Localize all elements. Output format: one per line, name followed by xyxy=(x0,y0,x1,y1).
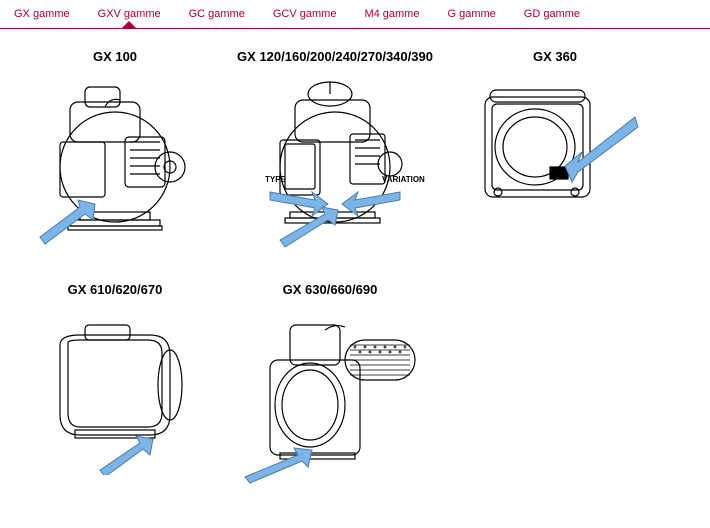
engine-item: GX 630/660/690 xyxy=(230,282,430,485)
engine-grid: GX 100 xyxy=(0,29,710,505)
engine-diagram-gx100 xyxy=(30,72,200,252)
engine-title: GX 610/620/670 xyxy=(68,282,163,297)
tab-gxv[interactable]: GXV gamme xyxy=(84,0,175,28)
tab-gc[interactable]: GC gamme xyxy=(175,0,259,28)
engine-item: GX 120/160/200/240/270/340/390 xyxy=(230,49,440,252)
tab-gx[interactable]: GX gamme xyxy=(0,0,84,28)
engine-title: GX 630/660/690 xyxy=(283,282,378,297)
tab-bar: GX gamme GXV gamme GC gamme GCV gamme M4… xyxy=(0,0,710,29)
engine-diagram-gx120: TYPE VARIATION xyxy=(230,72,440,252)
engine-item: GX 100 xyxy=(30,49,200,252)
tab-gcv[interactable]: GCV gamme xyxy=(259,0,351,28)
engine-diagram-gx630 xyxy=(230,305,430,485)
engine-diagram-gx360 xyxy=(470,72,640,222)
tab-gd[interactable]: GD gamme xyxy=(510,0,594,28)
engine-title: GX 120/160/200/240/270/340/390 xyxy=(237,49,433,64)
tab-m4[interactable]: M4 gamme xyxy=(350,0,433,28)
engine-diagram-gx610 xyxy=(30,305,200,475)
engine-title: GX 100 xyxy=(93,49,137,64)
engine-item: GX 610/620/670 xyxy=(30,282,200,485)
diagram-label-variation: VARIATION xyxy=(382,175,425,184)
diagram-label-type: TYPE xyxy=(265,175,287,184)
tab-g[interactable]: G gamme xyxy=(433,0,509,28)
engine-title: GX 360 xyxy=(533,49,577,64)
engine-item: GX 360 xyxy=(470,49,640,252)
